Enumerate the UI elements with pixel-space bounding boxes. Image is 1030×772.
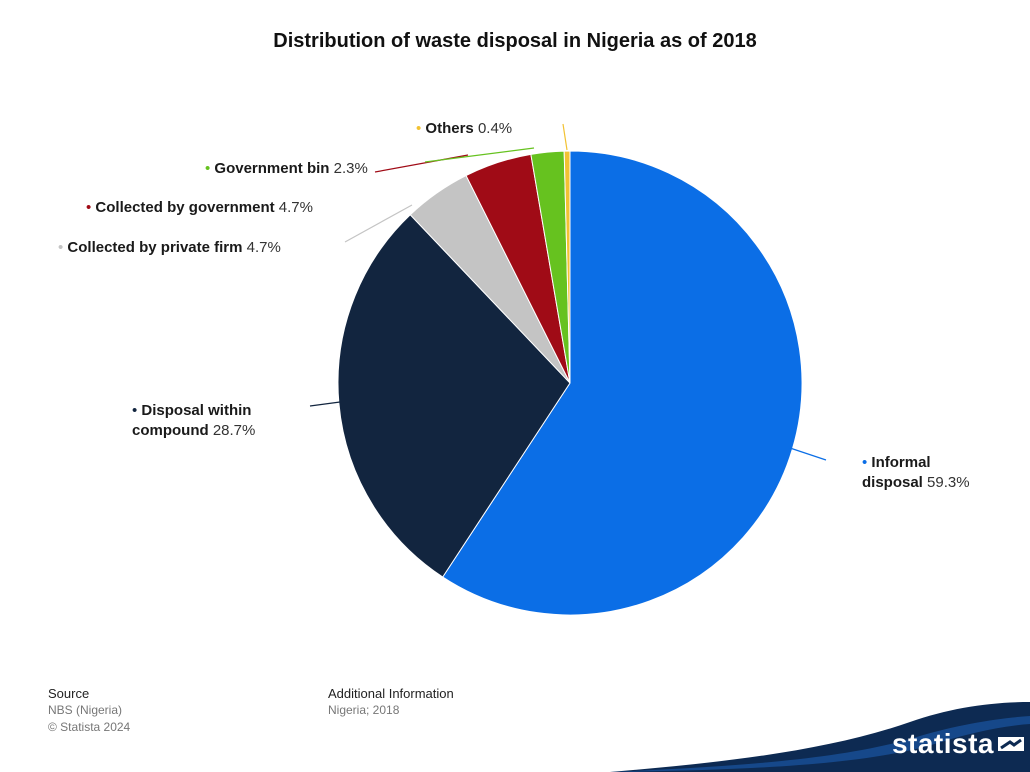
additional-info-line: Nigeria; 2018 bbox=[328, 703, 400, 717]
slice-label-value: 0.4% bbox=[474, 120, 512, 137]
slice-label: • Government bin 2.3% bbox=[205, 160, 368, 177]
additional-info-heading: Additional Information bbox=[328, 686, 454, 701]
slice-label: • Informal disposal 59.3% bbox=[862, 454, 970, 491]
legend-dot-icon: • bbox=[862, 454, 871, 471]
slice-label-value: 4.7% bbox=[275, 199, 313, 216]
leader-line bbox=[562, 123, 568, 151]
copyright-line: © Statista 2024 bbox=[48, 720, 131, 734]
slice-label-name: Collected by government bbox=[95, 199, 274, 216]
statista-logo-text: statista bbox=[891, 728, 994, 759]
legend-dot-icon: • bbox=[205, 160, 214, 177]
source-line: NBS (Nigeria) bbox=[48, 703, 123, 717]
pie-slice-disposal-within-compound[interactable] bbox=[337, 214, 571, 578]
additional-info-block: Additional Information Nigeria; 2018 bbox=[328, 685, 454, 719]
pie-chart: • Informal disposal 59.3% • Disposal withi… bbox=[58, 120, 970, 616]
slice-label-value: 2.3% bbox=[329, 160, 367, 177]
slice-label: • Collected by government 4.7% bbox=[86, 199, 313, 216]
slice-label-value: 28.7% bbox=[209, 422, 256, 439]
pie-slice-informal-disposal[interactable] bbox=[442, 150, 803, 616]
source-block: Source NBS (Nigeria) © Statista 2024 bbox=[48, 685, 130, 736]
slice-label-value: 4.7% bbox=[242, 239, 280, 256]
legend-dot-icon: • bbox=[132, 402, 141, 419]
statista-logo-icon bbox=[998, 737, 1024, 751]
legend-dot-icon: • bbox=[416, 120, 425, 137]
legend-dot-icon: • bbox=[86, 199, 95, 216]
slice-labels: • Informal disposal 59.3% • Disposal withi… bbox=[58, 120, 970, 491]
pie-slice-others[interactable] bbox=[563, 150, 571, 384]
leader-lines bbox=[309, 123, 827, 461]
source-heading: Source bbox=[48, 686, 90, 701]
legend-dot-icon: • bbox=[58, 239, 67, 256]
brand-wave bbox=[610, 702, 1030, 772]
leader-line bbox=[424, 147, 535, 163]
slice-label-name: Collected by private firm bbox=[67, 239, 242, 256]
leader-line bbox=[789, 447, 827, 461]
slice-label-name: Informal bbox=[871, 454, 930, 471]
slice-label-name: disposal bbox=[862, 474, 923, 491]
leader-line bbox=[309, 401, 341, 407]
slice-label-value: 59.3% bbox=[923, 474, 970, 491]
slice-label-name: Government bin bbox=[214, 160, 329, 177]
slice-label: • Collected by private firm 4.7% bbox=[58, 239, 281, 256]
slice-label-name: Disposal within bbox=[141, 402, 251, 419]
pie-slices bbox=[337, 150, 803, 616]
slice-label-name: Others bbox=[425, 120, 473, 137]
leader-line bbox=[344, 204, 413, 243]
slice-label: • Disposal within compound 28.7% bbox=[132, 402, 255, 439]
slice-label-name: compound bbox=[132, 422, 209, 439]
chart-title: Distribution of waste disposal in Nigeri… bbox=[273, 30, 757, 52]
slice-label: • Others 0.4% bbox=[416, 120, 512, 137]
leader-line bbox=[374, 154, 469, 173]
